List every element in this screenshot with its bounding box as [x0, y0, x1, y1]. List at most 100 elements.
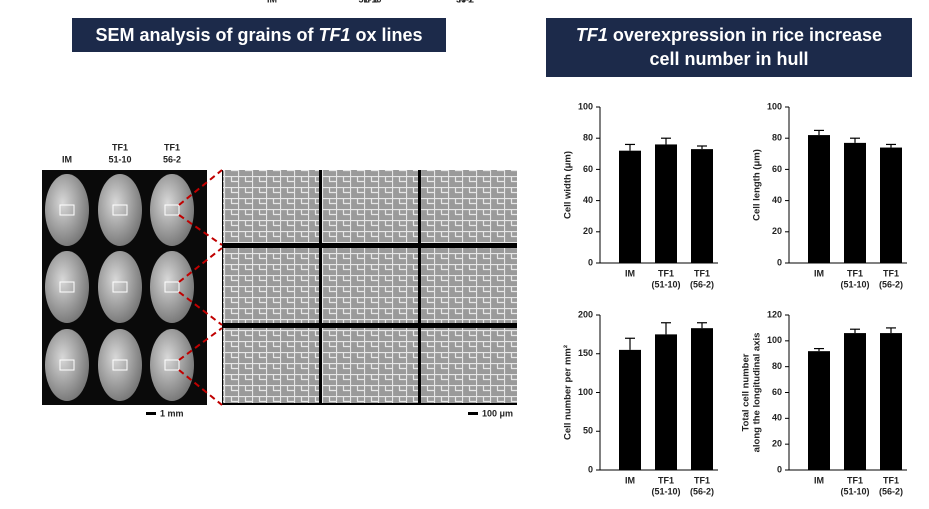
connector — [178, 327, 223, 361]
x-tick-label: (56-2) — [690, 486, 714, 496]
y-axis-label: Cell number per mm² — [563, 345, 574, 440]
sem-image — [223, 328, 319, 403]
x-tick-label: (56-2) — [690, 279, 714, 289]
y-tick-label: 100 — [767, 335, 782, 345]
error-bar — [697, 145, 707, 150]
x-tick-label: TF1 — [847, 475, 863, 485]
y-tick-label: 100 — [578, 101, 593, 111]
x-tick-label: TF1 — [883, 268, 899, 278]
grain-image — [98, 329, 142, 401]
scale-label: 1 mm — [160, 408, 184, 418]
connector — [178, 247, 223, 283]
x-tick-label: TF1 — [658, 268, 674, 278]
right-title: cell number in hull — [649, 49, 808, 69]
12: TF1 — [457, 0, 473, 4]
grain-image — [150, 251, 194, 323]
zoom-box — [112, 359, 128, 371]
12: 56-2 — [456, 0, 474, 4]
connector — [178, 291, 223, 326]
zoom-box — [59, 359, 75, 371]
bar — [691, 328, 713, 470]
y-tick-label: 80 — [772, 361, 782, 371]
grain-image — [150, 174, 194, 246]
bar — [619, 349, 641, 470]
bar — [844, 333, 866, 470]
sem-image — [322, 328, 418, 403]
sem-image — [421, 170, 517, 243]
y-tick-label: 40 — [772, 195, 782, 205]
grain-image — [45, 329, 89, 401]
grain-label: IM — [62, 154, 72, 164]
y-tick-label: 80 — [583, 133, 593, 143]
y-tick-label: 0 — [777, 257, 782, 267]
bar — [880, 333, 902, 470]
x-tick-label: (56-2) — [879, 279, 903, 289]
x-tick-label: IM — [625, 268, 635, 278]
grain-label: 56-2 — [163, 154, 181, 164]
x-tick-label: TF1 — [694, 268, 710, 278]
y-tick-label: 20 — [772, 439, 782, 449]
y-axis-label: Total cell number — [741, 353, 752, 431]
y-tick-label: 200 — [578, 309, 593, 319]
title-part: TF1 — [319, 25, 351, 45]
title-part: overexpression in rice increase — [608, 25, 882, 45]
scale-label: 100 μm — [482, 408, 513, 418]
zoom-box — [112, 281, 128, 293]
zoom-box — [112, 204, 128, 216]
x-tick-label: (51-10) — [840, 486, 869, 496]
12: 51-10 — [358, 0, 381, 4]
error-bar — [625, 143, 635, 151]
sem-image — [322, 248, 418, 323]
y-tick-label: 0 — [777, 464, 782, 474]
zoom-box — [164, 359, 180, 371]
y-tick-label: 60 — [583, 164, 593, 174]
sem-image — [421, 328, 517, 403]
y-tick-label: 20 — [772, 226, 782, 236]
bar — [844, 142, 866, 263]
y-tick-label: 100 — [767, 101, 782, 111]
scale-bar — [468, 412, 478, 415]
grain-image — [45, 174, 89, 246]
bar — [619, 150, 641, 263]
bar — [880, 147, 902, 263]
zoom-box — [59, 281, 75, 293]
12: TF1 — [362, 0, 378, 4]
sem-image — [421, 248, 517, 323]
error-bar — [886, 143, 896, 148]
zoom-box — [59, 204, 75, 216]
x-tick-label: TF1 — [694, 475, 710, 485]
y-tick-label: 20 — [583, 226, 593, 236]
grain-label: 51-10 — [108, 154, 131, 164]
error-bar — [850, 328, 860, 334]
title-box — [546, 18, 912, 77]
x-tick-label: (51-10) — [651, 279, 680, 289]
title-box — [72, 18, 446, 52]
y-tick-label: 150 — [578, 348, 593, 358]
error-bar — [886, 327, 896, 334]
x-tick-label: TF1 — [658, 475, 674, 485]
title-part: TF1 — [576, 25, 608, 45]
error-bar — [661, 137, 671, 145]
12: IM — [267, 0, 277, 4]
grain-image — [98, 251, 142, 323]
sem-image — [223, 248, 319, 323]
grain-image — [45, 251, 89, 323]
x-tick-label: (51-10) — [651, 486, 680, 496]
y-tick-label: 60 — [772, 387, 782, 397]
y-tick-label: 60 — [772, 164, 782, 174]
x-tick-label: IM — [814, 475, 824, 485]
bar — [808, 351, 830, 470]
sem-image — [322, 170, 418, 243]
title-part: SEM analysis of grains of — [95, 25, 318, 45]
y-tick-label: 0 — [588, 257, 593, 267]
error-bar — [661, 322, 671, 335]
error-bar — [814, 347, 824, 352]
y-axis-label: along the longitudinal axis — [752, 333, 763, 453]
x-tick-label: IM — [625, 475, 635, 485]
y-tick-label: 40 — [772, 413, 782, 423]
zoom-box — [164, 281, 180, 293]
y-tick-label: 40 — [583, 195, 593, 205]
y-tick-label: 50 — [583, 426, 593, 436]
y-tick-label: 100 — [578, 387, 593, 397]
